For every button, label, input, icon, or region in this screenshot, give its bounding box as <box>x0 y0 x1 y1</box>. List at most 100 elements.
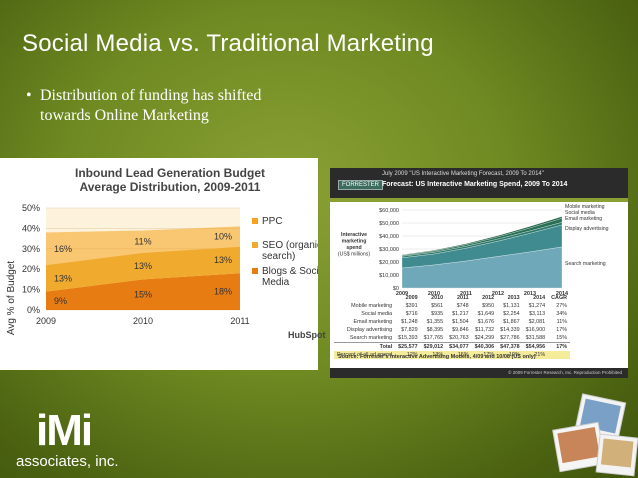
legend-label: SEO (organic <box>262 240 318 251</box>
table-cell: $748 <box>456 303 469 309</box>
table-cell: 21% <box>522 351 549 359</box>
table-cell: $29,012 <box>420 342 447 351</box>
forecast-area-chart: $0 $10,000 $20,000 $30,000 $40,000 $50,000 $60… <box>338 204 609 297</box>
forecast-y-tick: $50,000 <box>379 221 399 227</box>
area-chart-svg: Avg % of Budget 0% 10% 20% 30% 40% 50% 2009 201… <box>6 203 318 336</box>
table-row-label: Mobile marketing <box>351 303 393 309</box>
table-cell: 17% <box>548 342 571 351</box>
legend-label: Media <box>262 277 290 288</box>
forecast-y-tick: $30,000 <box>379 247 399 253</box>
table-cell: $8,395 <box>426 327 444 333</box>
y-tick-label: 50% <box>22 203 40 213</box>
table-row-label: Email marketing <box>353 319 393 325</box>
table-cell: $25,577 <box>395 342 421 351</box>
table-cell: $716 <box>405 311 418 317</box>
table-cell: 27% <box>556 303 568 309</box>
table-cell: 2011 <box>456 295 469 301</box>
forecast-series-label: Social media <box>565 210 595 216</box>
table-cell: $2,254 <box>503 311 520 317</box>
forecast-x-tick: 2011 <box>460 291 472 297</box>
forecast-ylabel-part: marketing <box>342 239 367 245</box>
forecast-ylabel-part: spend <box>346 245 361 251</box>
table-cell: $31,588 <box>525 335 546 341</box>
table-cell: $16,900 <box>525 327 546 333</box>
table-cell: 17% <box>556 327 568 333</box>
bullet-text-line2: towards Online Marketing <box>40 107 209 124</box>
data-label: 16% <box>54 244 72 254</box>
forecast-area-mobile-marketing <box>401 216 563 256</box>
table-cell: 2014 <box>533 295 546 301</box>
legend-label: PPC <box>262 216 283 227</box>
forecast-series-label: Mobile marketing <box>565 204 605 210</box>
table-cell: $1,217 <box>452 311 469 317</box>
table-cell: CAGR <box>551 295 568 301</box>
legend-item: PPC <box>252 216 283 227</box>
forecast-y-tick: $10,000 <box>379 273 399 279</box>
y-axis-label: Avg % of Budget <box>6 261 17 336</box>
forecast-x-tick: 2013 <box>524 291 536 297</box>
photo-frame-3-image <box>600 438 634 468</box>
inbound-budget-chart: Inbound Lead Generation Budget Average D… <box>0 158 318 370</box>
table-cell: $1,274 <box>528 303 546 309</box>
chart-title-line2: Average Distribution, 2009-2011 <box>79 180 261 194</box>
table-cell: $1,248 <box>401 319 418 325</box>
table-cell: $1,676 <box>477 319 495 325</box>
y-tick-label: 40% <box>22 223 40 233</box>
table-cell: 11% <box>556 319 568 325</box>
forecast-title: Forecast: US Interactive Marketing Spend… <box>382 181 568 188</box>
table-cell: $1,131 <box>503 303 520 309</box>
table-cell: $561 <box>431 303 444 309</box>
table-cell: $34,077 <box>446 342 472 351</box>
table-cell: $24,299 <box>474 335 495 341</box>
table-cell: $3,113 <box>529 311 546 317</box>
table-cell: $15,393 <box>398 335 418 341</box>
table-cell: $11,732 <box>475 327 495 333</box>
table-cell: $9,846 <box>452 327 469 333</box>
table-total-row: Total $25,577 $29,012 $34,077 $40,306 $47,378… <box>334 342 571 351</box>
table-cell: 19% <box>497 351 523 359</box>
table-row-label: Search marketing <box>349 335 393 341</box>
y-tick-label: 0% <box>27 305 40 315</box>
table-cell: 2013 <box>507 295 520 301</box>
table-cell: $1,504 <box>452 319 469 325</box>
forecast-x-tick: 2012 <box>492 291 504 297</box>
table-row: Email marketing $1,248 $1,355 $1,504 $1,676 $… <box>334 318 570 326</box>
forecast-ylabel-part: (US$ millions) <box>338 252 371 258</box>
data-label: 11% <box>134 237 151 247</box>
table-cell: $54,956 <box>522 342 549 351</box>
forecast-header-small: July 2009 "US Interactive Marketing Fore… <box>382 171 544 177</box>
forecast-series-label: Email marketing <box>565 216 602 222</box>
data-label: 18% <box>214 287 232 297</box>
table-cell: $2,081 <box>528 319 546 325</box>
table-cell: 12% <box>395 351 421 359</box>
y-tick-label: 30% <box>22 244 40 254</box>
table-cell: $17,765 <box>423 335 444 341</box>
data-label: 10% <box>214 232 232 242</box>
table-cell: 2010 <box>431 295 444 301</box>
data-label: 13% <box>134 261 152 271</box>
forecast-table: 2009 2010 2011 2012 2013 2014 CAGR Mobile marke… <box>334 294 571 359</box>
table-cell: $1,649 <box>477 311 495 317</box>
forecast-source: Source: Forrester's Interactive Advertis… <box>338 354 536 360</box>
x-tick-label: 2011 <box>230 316 249 326</box>
forecast-x-tick: 2009 <box>396 291 408 297</box>
forrester-forecast-panel: FORRESTER July 2009 "US Interactive Mark… <box>330 168 628 378</box>
photo-collage-decoration <box>552 393 638 477</box>
table-cell: $47,378 <box>497 342 523 351</box>
hubspot-logo: HubSpot <box>288 330 326 340</box>
table-cell: $391 <box>405 303 418 309</box>
forecast-series-label: Search marketing <box>565 261 606 267</box>
table-cell: $950 <box>482 303 495 309</box>
bullet-text-line1: Distribution of funding has shifted <box>40 87 262 104</box>
table-percent-row: Percent of all ad spend 12% 13% 15% 17% 19% 21… <box>334 351 571 359</box>
legend-swatch <box>252 218 258 224</box>
table-cell: 2012 <box>482 295 495 301</box>
bullet-dot: • <box>26 87 32 104</box>
forecast-footer: © 2009 Forrester Research, Inc. Reproduc… <box>330 368 628 378</box>
table-row: Social media $716 $935 $1,217 $1,649 $2,254 $3… <box>334 310 570 318</box>
table-row: Display advertising $7,829 $8,395 $9,846 $11… <box>334 326 570 334</box>
table-cell: $14,339 <box>500 327 520 333</box>
table-row-label: Percent of all ad spend <box>334 351 396 359</box>
